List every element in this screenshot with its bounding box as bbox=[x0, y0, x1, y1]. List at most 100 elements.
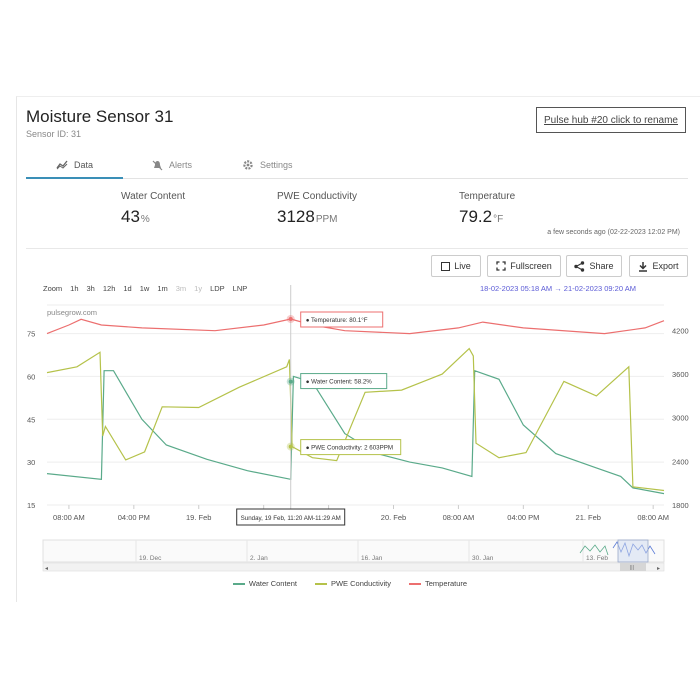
fullscreen-button[interactable]: Fullscreen bbox=[487, 255, 561, 277]
sensor-id: Sensor ID: 31 bbox=[26, 129, 82, 139]
pwe-marker-dot bbox=[288, 444, 293, 449]
x-tick-label: 08:00 AM bbox=[637, 513, 669, 522]
right-tick-label: 2400 bbox=[672, 457, 689, 466]
zoom-1d[interactable]: 1d bbox=[123, 284, 132, 293]
left-tick-label: 75 bbox=[27, 330, 35, 339]
active-tab-indicator bbox=[26, 177, 123, 179]
x-tick-label: 20. Feb bbox=[381, 513, 406, 522]
scroll-right-arrow: ▸ bbox=[657, 566, 660, 572]
navigator-mini-series bbox=[612, 541, 656, 558]
zoom-12h[interactable]: 12h bbox=[102, 284, 116, 293]
zoom-selector: Zoom 1h 3h 12h 1d 1w 1m 3m 1y LDP LNP bbox=[43, 284, 247, 296]
zoom-1m[interactable]: 1m bbox=[157, 284, 168, 293]
temp-tooltip-box bbox=[300, 311, 384, 328]
divider bbox=[26, 248, 688, 249]
metric-temp-value: 79.2°F bbox=[459, 207, 515, 227]
sensor-chart[interactable]: pulsegrow.com 15 30 45 60 75 1800 2400 3000 360… bbox=[0, 0, 700, 580]
metric-temp-unit: °F bbox=[493, 214, 504, 225]
navigator-label: 16. Jan bbox=[361, 555, 383, 562]
legend-water-label: Water Content bbox=[248, 579, 297, 588]
right-axis: 1800 2400 3000 3600 4200 bbox=[672, 326, 689, 510]
hub-rename-button[interactable]: Pulse hub #20 click to rename bbox=[536, 107, 686, 133]
zoom-label: Zoom bbox=[43, 284, 63, 293]
date-range[interactable]: 18-02-2023 05:18 AM → 21-02-2023 09:20 A… bbox=[480, 284, 636, 293]
metric-temp-label: Temperature bbox=[459, 191, 516, 202]
tab-alerts[interactable]: Alerts bbox=[152, 152, 192, 178]
metric-pwe-number: 3128 bbox=[277, 207, 315, 226]
tab-alerts-label: Alerts bbox=[169, 160, 193, 170]
x-tick-label: 08:00 AM bbox=[443, 513, 475, 522]
navigator[interactable]: 19. Dec 2. Jan 16. Jan 30. Jan 13. Feb ◂ ▸ ||| bbox=[42, 539, 665, 572]
metric-temp-number: 79.2 bbox=[459, 207, 493, 226]
temp-marker-dot bbox=[288, 317, 293, 321]
zoom-1w[interactable]: 1w bbox=[139, 284, 150, 293]
sensor-card bbox=[16, 96, 700, 603]
left-axis: 15 30 45 60 75 bbox=[27, 330, 35, 510]
pwe-tooltip-text: ● PWE Conductivity: 2 603PPM bbox=[306, 445, 393, 452]
live-label: Live bbox=[454, 261, 471, 271]
chart-credit: pulsegrow.com bbox=[47, 308, 97, 317]
metric-water-unit: % bbox=[140, 214, 150, 225]
water-marker-dot bbox=[288, 379, 293, 384]
legend-pwe[interactable]: PWE Conductivity bbox=[314, 579, 391, 588]
metric-pwe-value: 3128PPM bbox=[277, 207, 357, 227]
scroll-grip-icon: ||| bbox=[630, 565, 634, 571]
metric-water-value: 43% bbox=[121, 207, 185, 227]
tab-settings-label: Settings bbox=[260, 160, 293, 170]
legend-pwe-label: PWE Conductivity bbox=[330, 579, 391, 588]
right-tick-label: 1800 bbox=[672, 501, 689, 510]
legend-water[interactable]: Water Content bbox=[232, 579, 297, 588]
metric-temperature: Temperature 79.2°F bbox=[459, 191, 515, 227]
legend-water-swatch bbox=[232, 582, 245, 585]
legend-pwe-swatch bbox=[314, 582, 327, 585]
sensor-title: Moisture Sensor 31 bbox=[26, 107, 174, 126]
share-icon bbox=[574, 260, 585, 272]
legend-temp[interactable]: Temperature bbox=[409, 579, 467, 588]
series-line-pwe-conductivity bbox=[46, 347, 665, 492]
zoom-1y: 1y bbox=[194, 284, 203, 293]
gear-icon bbox=[243, 160, 253, 170]
export-button[interactable]: Export bbox=[629, 255, 688, 277]
chart-grid bbox=[47, 304, 664, 506]
tab-bar: Data Alerts Settings bbox=[26, 152, 688, 179]
export-label: Export bbox=[652, 261, 679, 271]
right-tick-label: 3600 bbox=[672, 370, 689, 379]
navigator-label: 30. Jan bbox=[472, 555, 494, 562]
water-tooltip-text: ● Water Content: 58.2% bbox=[306, 379, 373, 386]
left-tick-label: 30 bbox=[27, 458, 35, 467]
navigator-selection bbox=[617, 539, 649, 563]
zoom-1h[interactable]: 1h bbox=[70, 284, 79, 293]
metric-pwe-label: PWE Conductivity bbox=[277, 191, 358, 202]
right-tick-label: 4200 bbox=[672, 326, 689, 335]
bell-slash-icon bbox=[152, 160, 163, 170]
metric-water-number: 43 bbox=[121, 207, 140, 226]
zoom-lnp[interactable]: LNP bbox=[232, 284, 248, 293]
scroll-left-arrow: ◂ bbox=[45, 566, 48, 572]
share-button[interactable]: Share bbox=[566, 255, 622, 277]
fullscreen-label: Fullscreen bbox=[510, 261, 552, 271]
navigator-scrollbar bbox=[42, 562, 665, 572]
time-tooltip-box bbox=[236, 508, 346, 526]
temp-tooltip-text: ● Temperature: 80.1°F bbox=[306, 317, 368, 324]
tab-settings[interactable]: Settings bbox=[242, 152, 293, 178]
navigator-mini-series bbox=[579, 544, 609, 556]
metric-pwe-conductivity: PWE Conductivity 3128PPM bbox=[277, 191, 357, 227]
navigator-label: 13. Feb bbox=[586, 555, 608, 562]
zoom-3m: 3m bbox=[175, 284, 187, 293]
download-icon bbox=[639, 261, 648, 272]
x-tick-label: 04:00 PM bbox=[507, 513, 539, 522]
chart-legend: Water Content PWE Conductivity Temperatu… bbox=[0, 579, 700, 588]
navigator-area bbox=[42, 539, 665, 563]
zoom-ldp[interactable]: LDP bbox=[210, 284, 225, 293]
x-tick-label: 04:00 PM bbox=[118, 513, 150, 522]
last-updated: a few seconds ago (02-22-2023 12:02 PM) bbox=[547, 229, 680, 236]
zoom-3h[interactable]: 3h bbox=[86, 284, 95, 293]
tab-data[interactable]: Data bbox=[56, 152, 93, 178]
metric-water-label: Water Content bbox=[121, 191, 186, 202]
right-tick-label: 3000 bbox=[672, 414, 689, 423]
legend-temp-label: Temperature bbox=[425, 579, 468, 588]
navigator-label: 19. Dec bbox=[139, 555, 162, 562]
x-axis: 08:00 AM 04:00 PM 19. Feb 08:00 AM 04:00 PM 2… bbox=[53, 505, 669, 522]
live-button[interactable]: Live bbox=[431, 255, 481, 277]
metric-water-content: Water Content 43% bbox=[121, 191, 185, 227]
